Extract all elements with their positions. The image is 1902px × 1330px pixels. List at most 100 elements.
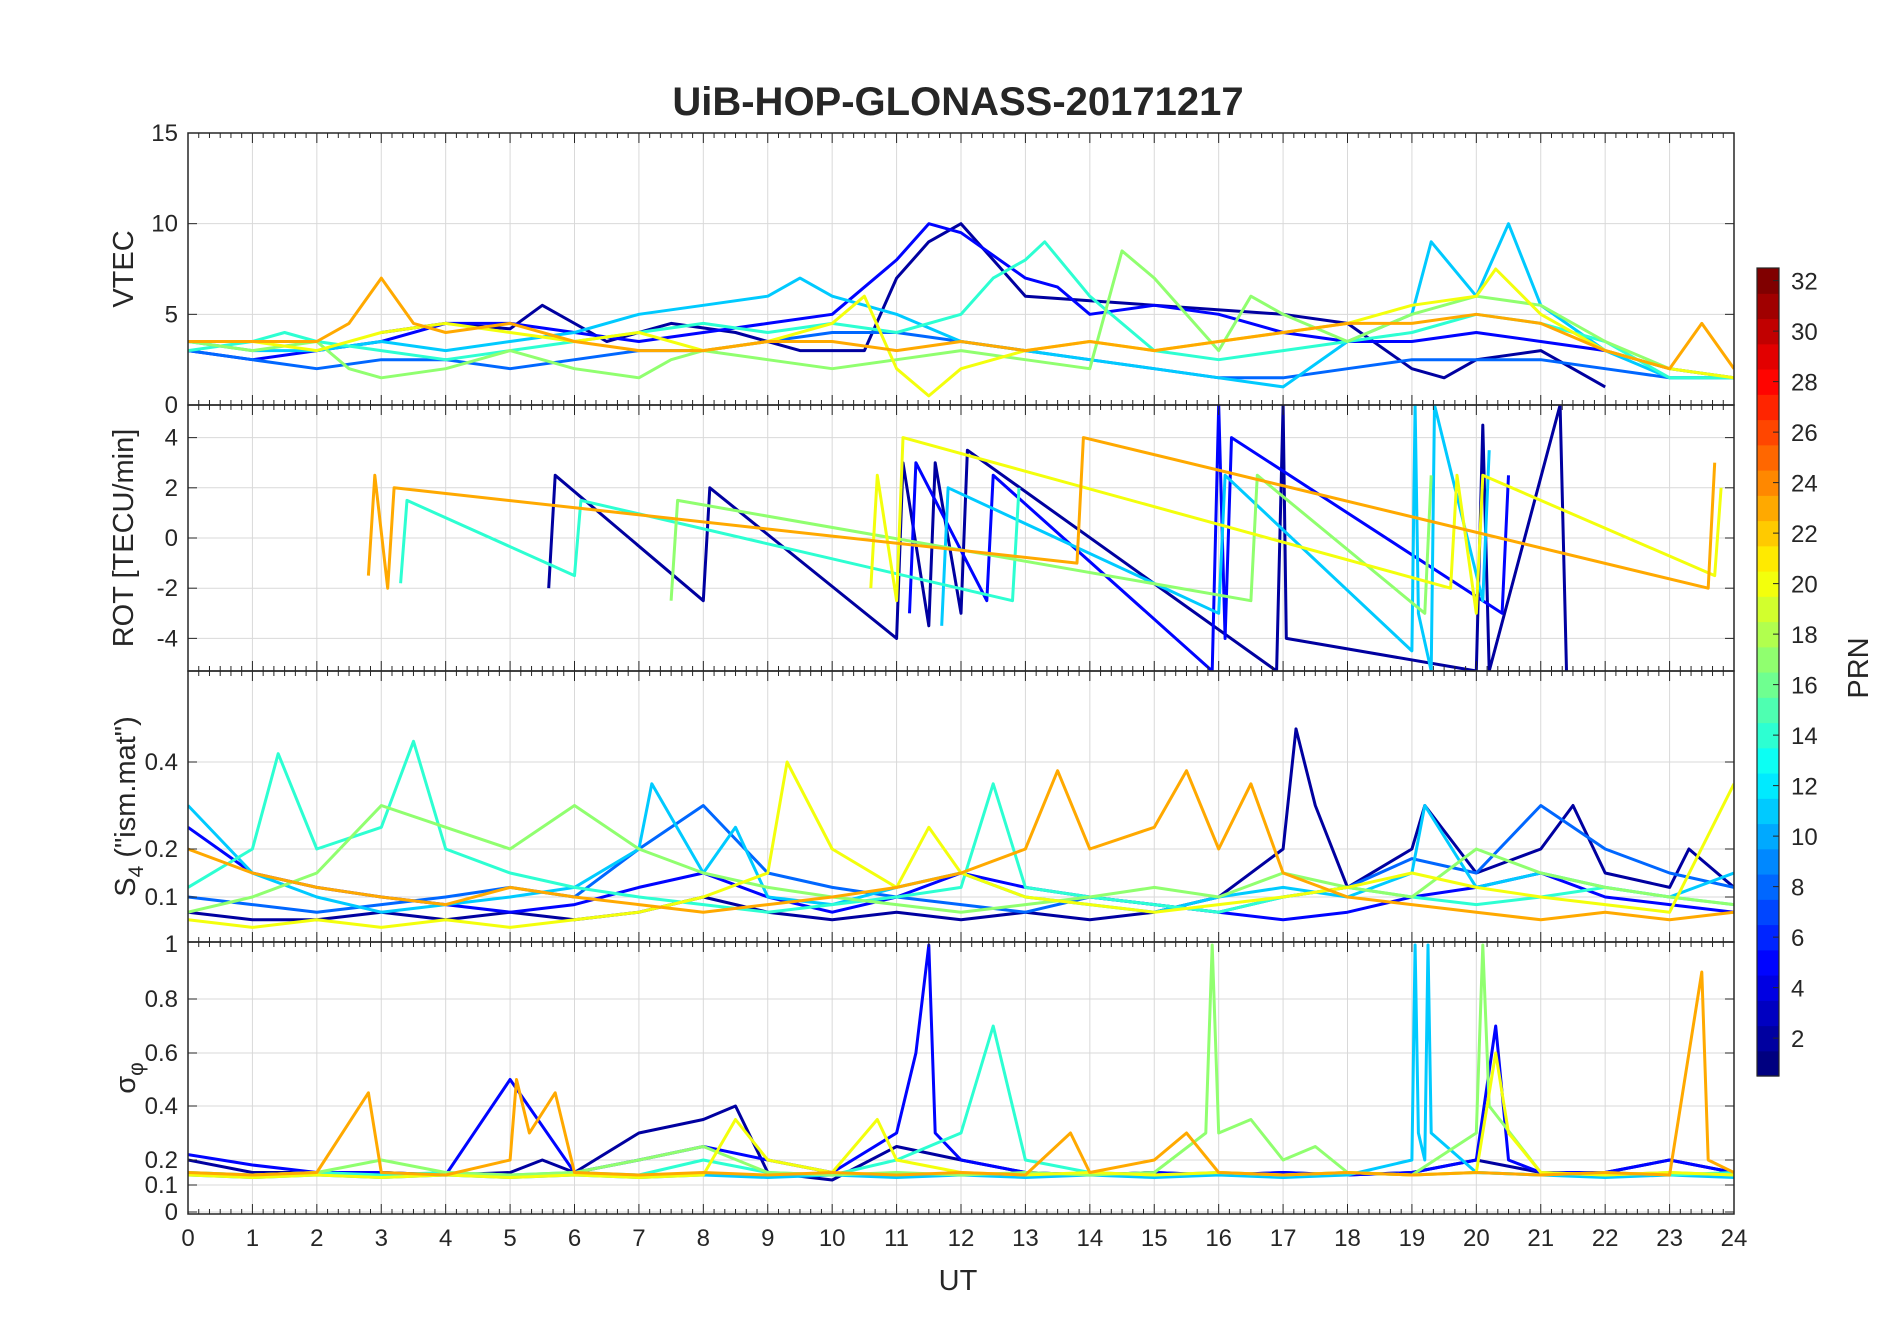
x-tick-label: 19 [1399,1225,1426,1252]
y-tick-label: 0.2 [145,1147,178,1174]
colorbar-tick-label: 6 [1791,925,1804,952]
x-tick-label: 10 [819,1225,846,1252]
y-tick-label: 4 [165,425,178,452]
panel-1: 0 5 10 15 VTEC [108,120,1735,419]
colorbar-segment [1757,470,1779,496]
x-tick-label: 1 [246,1225,259,1252]
colorbar-segment [1757,924,1779,951]
x-tick-label: 2 [310,1225,323,1252]
y-tick-label: -4 [157,625,178,652]
y-tick-label: 0.6 [145,1040,178,1067]
colorbar-segment [1757,444,1779,471]
x-tick-label: 17 [1270,1225,1297,1252]
y-tick-label: 0.1 [145,1172,178,1199]
colorbar-segment [1757,848,1779,875]
y-axis-label: S4 ("ism.mat") [110,716,148,897]
colorbar-segment [1757,975,1779,1001]
x-tick-label: 6 [568,1225,581,1252]
colorbar-segment [1757,722,1779,749]
colorbar-tick-label: 16 [1791,673,1818,700]
series-prn-17 [188,943,1734,1177]
colorbar-segment [1757,596,1779,623]
colorbar-tick-label: 18 [1791,622,1818,649]
colorbar-segment [1757,798,1779,825]
colorbar-segment [1757,293,1779,320]
x-tick-label: 11 [884,1225,909,1252]
x-tick-label: 4 [439,1225,452,1252]
panel-2: -4 -2 0 2 4 ROT [TECU/min] [108,404,1735,672]
colorbar-label: PRN [1843,637,1875,698]
y-tick-label-top: 1 [165,931,178,958]
colorbar-tick-label: 4 [1791,976,1804,1003]
colorbar-segment [1757,773,1779,799]
colorbar-tick-label: 12 [1791,774,1818,801]
colorbar-segment [1757,697,1779,724]
colorbar-segment [1757,343,1779,370]
colorbar-tick-label: 14 [1791,723,1818,750]
colorbar-segment [1757,394,1779,421]
panel-3: 0.10.20.4S4 ("ism.mat") [110,670,1735,943]
series-group [366,405,1723,671]
colorbar-segment [1757,419,1779,446]
colorbar-frame [1756,267,1780,1077]
x-tick-label: 23 [1656,1225,1683,1252]
colorbar-segment [1757,646,1779,673]
colorbar-tick-label: 2 [1791,1026,1804,1053]
colorbar-segment [1757,672,1779,698]
y-tick-label: 15 [151,120,178,147]
x-tick-label: 12 [948,1225,975,1252]
x-tick-label: 16 [1205,1225,1232,1252]
x-tick-label: 14 [1076,1225,1103,1252]
series-prn-2 [381,222,1606,389]
x-tick-label: 7 [632,1225,645,1252]
colorbar-segment [1757,747,1779,774]
x-tick-label: 13 [1012,1225,1039,1252]
series-group [188,222,1734,398]
x-tick-label: 20 [1463,1225,1490,1252]
series-prn-23 [188,970,1734,1177]
y-tick-label: 0 [165,392,178,419]
colorbar-segment [1757,874,1779,900]
x-tick-label: 5 [503,1225,516,1252]
series-prn-20 [869,436,1723,615]
series-prn-8 [188,804,1734,914]
y-tick-label: 10 [151,211,178,238]
colorbar-segment [1757,1025,1779,1052]
y-tick-label: 0 [165,525,178,552]
colorbar-tick-label: 30 [1791,319,1818,346]
colorbar-segment [1757,949,1779,976]
series-prn-23 [366,436,1717,590]
y-tick-label: 2 [165,475,178,502]
x-tick-label: 15 [1141,1225,1168,1252]
y-tick-label: 0.2 [145,836,178,863]
x-tick-label: 9 [761,1225,774,1252]
y-axis-label-sub: φ [125,1062,148,1076]
series-prn-5 [908,405,1510,671]
colorbar-segment [1757,495,1779,522]
series-prn-14 [399,487,1021,603]
colorbar-tick-label: 24 [1791,471,1818,498]
colorbar-tick-label: 20 [1791,572,1818,599]
colorbar-tick-label: 26 [1791,420,1818,447]
colorbar-segment [1757,520,1779,547]
colorbar-tick-label: 28 [1791,370,1818,397]
y-tick-label: -2 [157,575,178,602]
y-tick-label: 0.1 [145,884,178,911]
y-axis-label: σφ [110,1062,148,1094]
colorbar-segment [1757,899,1779,926]
series-prn-14 [188,739,1734,914]
colorbar-segment [1757,1050,1779,1077]
x-tick-label: 3 [375,1225,388,1252]
series-group [188,727,1734,929]
x-axis-label: UT [939,1265,978,1297]
series-prn-5 [188,222,1734,380]
x-tick-label: 21 [1527,1225,1554,1252]
series-prn-17 [188,804,1734,914]
series-prn-5 [188,943,1734,1177]
colorbar-segment [1757,1000,1779,1027]
series-prn-2 [188,727,1734,922]
